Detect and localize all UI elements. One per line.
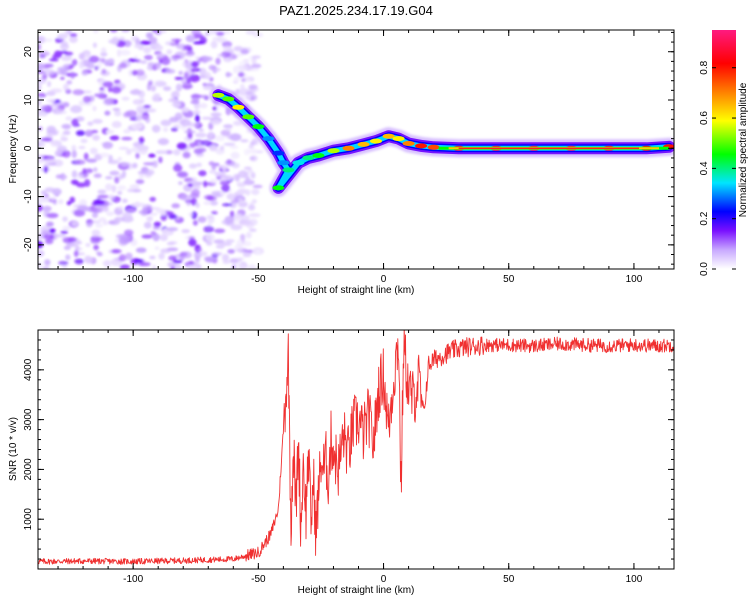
colorbar-label: Normalized spectral amplitude xyxy=(738,82,749,217)
y-tick-label: 2000 xyxy=(23,458,34,481)
x-tick-label: 50 xyxy=(503,574,515,585)
ridge-point xyxy=(272,150,285,156)
colorbar-tick-label: 0.2 xyxy=(699,211,710,225)
snr-panel: -100 -50 0 50 100 1000 2000 3000 4000 Height of … xyxy=(8,329,675,596)
y-tick-label: 10 xyxy=(23,94,34,106)
ridge-point xyxy=(292,160,305,166)
colorbar-gradient xyxy=(712,30,736,269)
ridge-point xyxy=(427,144,440,150)
x-tick-label: 100 xyxy=(626,574,643,585)
ridge-point xyxy=(262,136,275,142)
ridge-point xyxy=(327,148,340,154)
y-tick-label: -10 xyxy=(23,189,34,204)
x-tick-label: 50 xyxy=(503,274,515,285)
y-tick-label: 20 xyxy=(23,46,34,58)
ridge-point xyxy=(277,160,290,166)
snr-ticks: -100 -50 0 50 100 1000 2000 3000 4000 xyxy=(23,329,674,585)
ridge-point xyxy=(212,92,225,98)
ridge-point xyxy=(357,141,370,147)
ridge-point xyxy=(272,185,285,191)
colorbar-tick-label: 0.0 xyxy=(699,262,710,276)
ridge-point xyxy=(282,167,295,173)
ridge-point xyxy=(242,114,255,120)
ridge-point xyxy=(382,133,395,139)
x-tick-label: 100 xyxy=(626,274,643,285)
ridge-point xyxy=(232,104,245,110)
ridge-point xyxy=(222,96,235,102)
spectrogram-ridge xyxy=(209,86,674,197)
ridge-point xyxy=(370,138,382,144)
snr-xlabel: Height of straight line (km) xyxy=(298,585,415,596)
ridge-point xyxy=(402,141,415,146)
x-tick-label: -100 xyxy=(123,274,143,285)
y-tick-label: -20 xyxy=(23,237,34,252)
x-tick-label: 0 xyxy=(381,574,387,585)
x-tick-label: 0 xyxy=(381,274,387,285)
colorbar-tick-label: 0.6 xyxy=(699,111,710,125)
ridge-point xyxy=(252,124,265,130)
spectrogram-xlabel: Height of straight line (km) xyxy=(298,285,415,296)
ridge-point xyxy=(312,153,325,158)
spectrogram-ylabel: Frequency (Hz) xyxy=(8,115,19,184)
ridge-point xyxy=(342,145,355,151)
spectrogram-frame xyxy=(37,29,675,270)
ridge-point xyxy=(302,155,315,161)
y-tick-label: 4000 xyxy=(23,358,34,381)
snr-frame xyxy=(37,329,675,570)
snr-ylabel: SNR (10 * v/v) xyxy=(8,417,19,481)
snr-series-line xyxy=(38,330,674,565)
y-tick-label: 3000 xyxy=(23,408,34,431)
colorbar-tick-label: 0.4 xyxy=(699,161,710,175)
y-tick-label: 0 xyxy=(23,145,34,151)
figure-title: PAZ1.2025.234.17.19.G04 xyxy=(279,3,433,18)
y-tick-label: 1000 xyxy=(23,508,34,531)
colorbar-tick-label: 0.8 xyxy=(699,60,710,74)
colorbar-ticks: 0.0 0.2 0.4 0.6 0.8 xyxy=(699,60,736,276)
colorbar: 0.0 0.2 0.4 0.6 0.8 Normalized spectral ampl… xyxy=(699,30,749,276)
x-tick-label: -50 xyxy=(251,274,266,285)
spectrogram-image xyxy=(38,30,674,269)
x-tick-label: -100 xyxy=(123,574,143,585)
x-tick-label: -50 xyxy=(251,574,266,585)
ridge-point xyxy=(392,136,405,142)
spectrogram-noise xyxy=(38,30,264,269)
ridge-point xyxy=(415,143,428,149)
